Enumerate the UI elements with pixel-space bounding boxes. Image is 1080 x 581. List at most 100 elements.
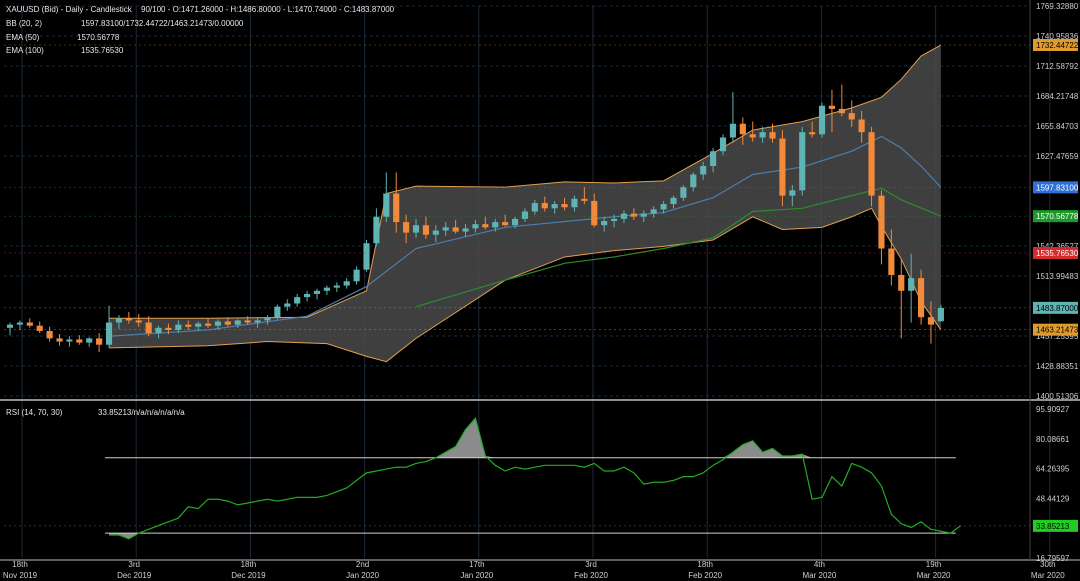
candle-body	[492, 222, 499, 228]
chart-title: XAUUSD (Bid) - Daily - Candlestick	[6, 5, 132, 14]
candle-body	[739, 123, 746, 135]
candle-body	[779, 138, 786, 196]
price-tick-label: 1457.25395	[1036, 332, 1079, 341]
candle-body	[670, 197, 677, 205]
price-tag-text: 1483.87000	[1036, 304, 1079, 313]
candle-body	[660, 204, 667, 210]
candle-body	[888, 248, 895, 275]
bb-fill	[109, 45, 941, 362]
price-tag-box	[1033, 39, 1078, 52]
candle-body	[284, 303, 291, 307]
candle-body	[105, 322, 113, 345]
x-tick-month: Mar 2020	[1031, 571, 1065, 580]
price-tag-box	[1033, 301, 1078, 314]
ema50-label: EMA (50)	[6, 33, 40, 42]
rsi-value: 33.85213/n/a/n/a/n/a/n/a	[98, 408, 185, 417]
candle-body	[115, 318, 123, 323]
candle-body	[16, 322, 23, 325]
x-tick-day: 4th	[814, 560, 825, 569]
ema100-value: 1535.76530	[81, 46, 124, 55]
candle-body	[482, 224, 489, 228]
rsi-tag-box	[1033, 519, 1078, 532]
candle-body	[858, 119, 865, 133]
candle-body	[690, 174, 697, 188]
candle-body	[759, 132, 766, 138]
candle-body	[26, 322, 33, 326]
candle-body	[531, 203, 538, 212]
rsi-tick-label: 80.08661	[1036, 435, 1070, 444]
candle-body	[650, 209, 657, 214]
candle-body	[412, 225, 420, 233]
x-tick-month: Nov 2019	[3, 571, 38, 580]
candle-body	[878, 195, 885, 249]
candle-body	[541, 203, 548, 209]
candle-body	[769, 132, 776, 139]
ema50-value: 1570.56778	[77, 33, 120, 42]
candle-body	[640, 213, 647, 217]
price-tag-text: 1732.44722	[1036, 41, 1079, 50]
price-tag-text: 1570.56778	[1036, 212, 1079, 221]
candle-body	[789, 190, 796, 196]
candle-body	[611, 218, 618, 222]
candle-body	[244, 320, 251, 323]
x-tick-day: 19th	[926, 560, 942, 569]
candle-body	[581, 198, 588, 201]
candle-body	[76, 339, 83, 343]
rsi-label: RSI (14, 70, 30)	[6, 408, 63, 417]
candle-body	[799, 132, 806, 191]
candle-body	[848, 113, 855, 120]
candle-body	[917, 278, 925, 318]
x-tick-month: Dec 2019	[117, 571, 152, 580]
price-tick-label: 1684.21748	[1036, 92, 1079, 101]
candle-body	[313, 290, 321, 294]
candle-body	[294, 297, 301, 304]
price-tick-label: 1542.36527	[1036, 242, 1079, 251]
x-tick-day: 3rd	[128, 560, 140, 569]
candle-body	[551, 204, 558, 209]
candle-body	[6, 324, 14, 328]
bb-value: 1597.83100/1732.44722/1463.21473/0.00000	[81, 19, 244, 28]
candle-body	[353, 269, 360, 282]
candle-body	[343, 281, 350, 286]
x-tick-day: 18th	[697, 560, 713, 569]
candle-body	[393, 193, 400, 223]
candle-body	[630, 213, 637, 217]
candle-body	[521, 211, 529, 219]
bb-label: BB (20, 2)	[6, 19, 43, 28]
rsi-extreme-fill	[109, 533, 961, 539]
candle-body	[809, 132, 816, 135]
x-tick-month: Mar 2020	[917, 571, 951, 580]
price-tag-box	[1033, 323, 1078, 336]
bb-upper-line	[109, 44, 942, 319]
candle-body	[264, 317, 271, 321]
price-tick-label: 1712.58792	[1036, 62, 1079, 71]
x-tick-month: Feb 2020	[574, 571, 608, 580]
rsi-line	[109, 417, 962, 540]
candle-body	[937, 307, 944, 322]
candle-body	[818, 105, 826, 135]
price-tag-box	[1033, 210, 1078, 223]
candle-body	[710, 151, 717, 167]
x-tick-month: Feb 2020	[688, 571, 722, 580]
moving-averages	[108, 135, 942, 337]
x-tick-day: 3rd	[585, 560, 597, 569]
x-tick-day: 30th	[1040, 560, 1056, 569]
candle-body	[571, 198, 578, 208]
candle-body	[452, 227, 459, 232]
rsi-tick-label: 48.44129	[1036, 494, 1070, 503]
candlesticks	[6, 84, 944, 353]
price-tick-label: 1627.47659	[1036, 152, 1079, 161]
candle-body	[908, 278, 915, 291]
price-tick-label: 1655.84703	[1036, 122, 1079, 131]
price-tag-text: 1463.21473	[1036, 326, 1079, 335]
candle-body	[373, 216, 380, 244]
candle-body	[86, 338, 93, 343]
candle-body	[828, 105, 836, 109]
candle-body	[749, 134, 756, 138]
candle-body	[591, 200, 598, 226]
price-tick-label: 1740.95836	[1036, 32, 1079, 41]
candle-body	[719, 137, 727, 152]
candle-body	[66, 339, 73, 342]
